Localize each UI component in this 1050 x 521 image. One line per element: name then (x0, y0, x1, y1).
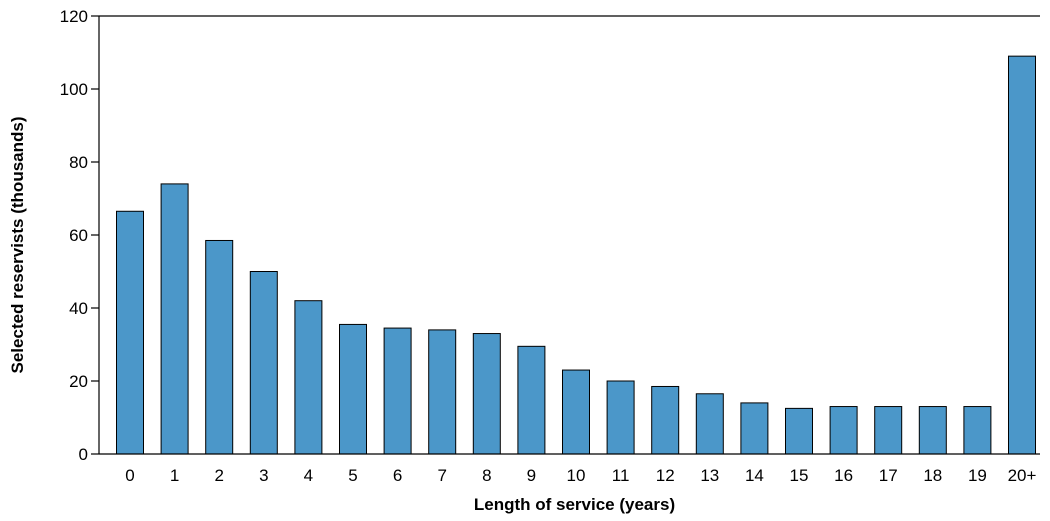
bar-20plus (1008, 55, 1036, 455)
bar-12 (651, 385, 680, 455)
x-tick-label: 18 (923, 466, 942, 485)
x-tick-label: 15 (790, 466, 809, 485)
x-axis-title: Length of service (years) (474, 495, 675, 514)
bar-3 (249, 271, 278, 455)
bar-5 (339, 323, 367, 455)
x-tick-label: 3 (259, 466, 268, 485)
x-tick-label: 19 (968, 466, 987, 485)
y-tick-label: 0 (79, 445, 88, 464)
bar-2 (205, 239, 234, 455)
bar-17 (874, 406, 903, 455)
y-tick-label: 20 (69, 372, 88, 391)
y-tick-label: 40 (69, 299, 88, 318)
bar-8 (472, 333, 501, 455)
bar-0 (116, 210, 144, 455)
x-tick-label: 6 (393, 466, 402, 485)
bar-1 (160, 183, 189, 455)
x-tick-label: 1 (170, 466, 179, 485)
x-tick-label: 16 (834, 466, 853, 485)
bar-4 (294, 300, 323, 455)
x-tick-label: 0 (125, 466, 134, 485)
x-tick-label: 14 (745, 466, 764, 485)
bar-11 (606, 380, 635, 455)
x-tick-label: 11 (612, 466, 630, 485)
bar-19 (963, 406, 992, 455)
x-tick-label: 9 (527, 466, 536, 485)
bar-18 (918, 406, 947, 455)
x-tick-label: 12 (656, 466, 675, 485)
x-tick-label: 7 (437, 466, 446, 485)
y-tick-label: 100 (60, 80, 88, 99)
y-axis-ticks: 0 20 40 60 80 100 120 (60, 7, 99, 464)
bars (116, 55, 1036, 455)
bar-15 (785, 407, 813, 455)
x-tick-label: 8 (482, 466, 491, 485)
x-tick-label: 2 (214, 466, 223, 485)
bar-6 (383, 327, 412, 455)
x-tick-label: 13 (700, 466, 719, 485)
x-tick-label: 5 (348, 466, 357, 485)
x-tick-label: 17 (879, 466, 898, 485)
bar-14 (740, 402, 769, 455)
bar-10 (562, 369, 590, 455)
y-tick-label: 120 (60, 7, 88, 26)
bar-16 (829, 406, 858, 455)
bar-9 (517, 345, 546, 455)
x-axis-ticks: 0 1 2 3 4 5 6 7 8 9 10 11 12 13 14 15 16 17 18 19 20+ (125, 466, 1036, 485)
y-tick-label: 60 (69, 226, 88, 245)
bar-7 (428, 329, 457, 455)
y-axis-title: Selected reservists (thousands) (8, 117, 27, 374)
x-tick-label: 10 (567, 466, 586, 485)
bar-13 (695, 393, 724, 455)
x-tick-label: 20+ (1008, 466, 1037, 485)
x-tick-label: 4 (304, 466, 313, 485)
y-tick-label: 80 (69, 153, 88, 172)
